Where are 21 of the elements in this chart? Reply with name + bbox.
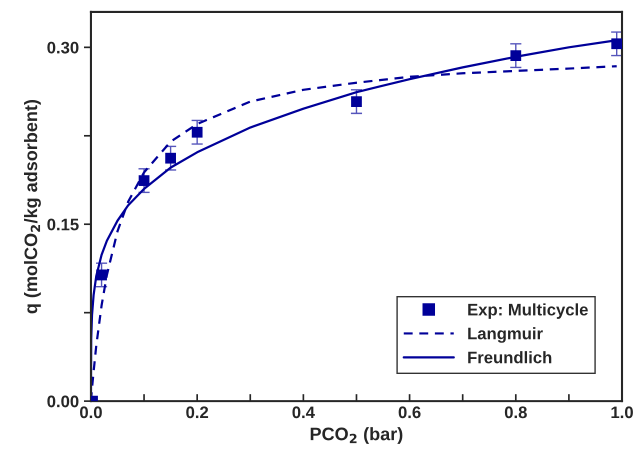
x-tick-label: 0.8 <box>504 406 527 418</box>
x-tick-label: 0.4 <box>292 406 315 418</box>
y-tick-label: 0.15 <box>47 218 79 230</box>
legend-label: Freundlich <box>468 351 552 364</box>
point <box>351 96 362 107</box>
x-tick-label: 1.0 <box>611 406 633 418</box>
x-tick-label: 0.6 <box>398 406 421 418</box>
point <box>138 175 150 186</box>
x-tick-label: 0.0 <box>80 406 102 418</box>
point <box>510 50 522 61</box>
point <box>165 152 176 164</box>
y-tick-label: 0.30 <box>47 42 78 54</box>
point <box>611 38 622 50</box>
x-tick-label: 0.2 <box>186 406 208 418</box>
legend-label: Exp: Multicycle <box>468 303 588 319</box>
y-axis-title: q (molCO$_{2}$/kg adsorbent) <box>24 100 41 314</box>
point <box>96 270 107 280</box>
point <box>192 126 203 138</box>
legend-label: Langmuir <box>468 327 543 343</box>
x-axis-title: PCO$_{2}$ (bar) <box>310 427 402 444</box>
y-tick-label: 0.00 <box>47 396 78 408</box>
